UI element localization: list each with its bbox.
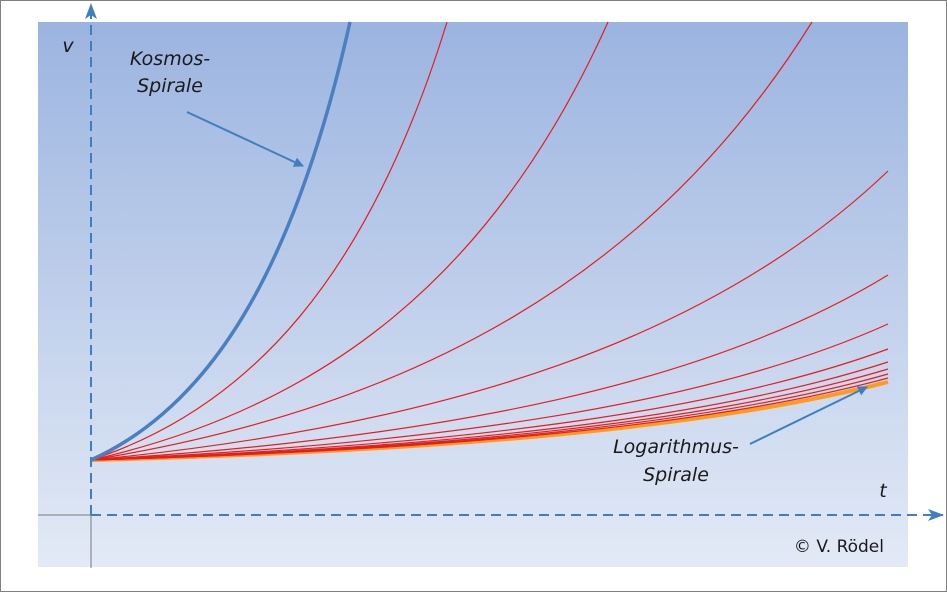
spiral-curve: [90, 21, 448, 461]
spiral-curve: [90, 21, 813, 461]
y-axis-label: v: [62, 35, 74, 57]
annotation-text: Spirale: [137, 75, 203, 97]
spiral-curve: [90, 170, 889, 461]
annotation-text: Kosmos-: [130, 48, 210, 70]
spiral-curve: [90, 361, 889, 461]
annotation-arrow: [749, 386, 868, 445]
x-axis-label: t: [879, 480, 888, 502]
spiral-curve: [90, 274, 889, 461]
plot-background: [38, 22, 908, 567]
cosmos-spiral-curve: [90, 21, 352, 462]
spiral-curve: [90, 348, 889, 461]
credit: © V. Rödel: [794, 537, 884, 557]
spiral-curve: [90, 21, 609, 461]
annotation-text: Logarithmus-: [613, 436, 739, 458]
annotation-arrow: [186, 111, 304, 167]
annotation-text: Spirale: [643, 464, 709, 486]
spiral-curve: [90, 323, 889, 461]
curves: [90, 21, 889, 462]
